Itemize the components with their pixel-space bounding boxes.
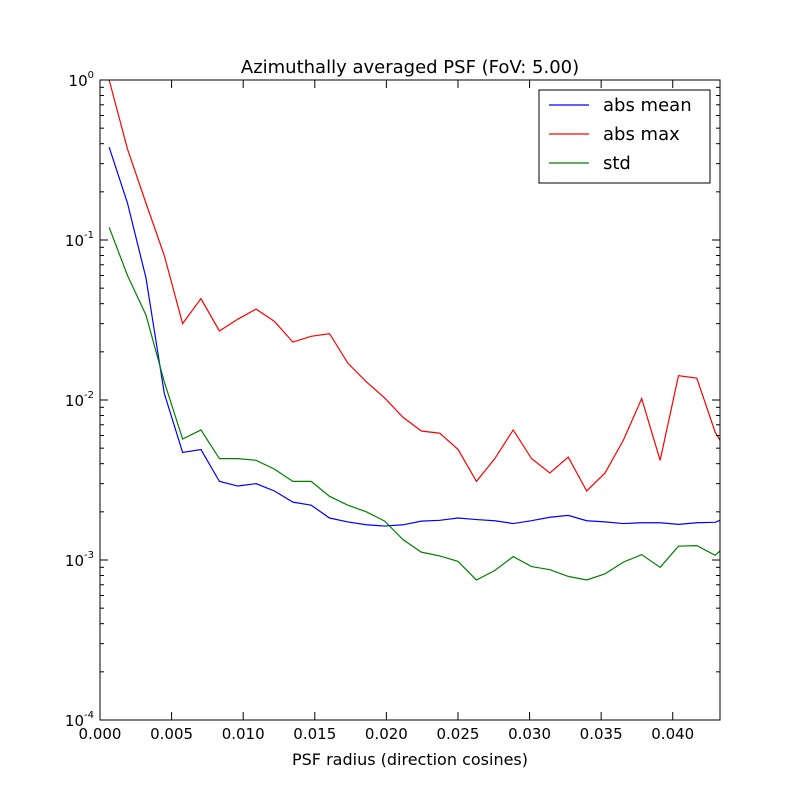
y-tick-label: 10-1 [65, 230, 94, 250]
y-tick-label: 10-4 [65, 710, 94, 730]
x-tick-label: 0.005 [150, 725, 193, 743]
plot-background [100, 80, 720, 720]
y-tick-label: 10-2 [65, 390, 94, 410]
chart-title: Azimuthally averaged PSF (FoV: 5.00) [241, 57, 579, 78]
x-tick-label: 0.025 [436, 725, 479, 743]
x-tick-label: 0.030 [508, 725, 551, 743]
legend-label: std [603, 153, 631, 174]
series-line-std [108, 227, 720, 581]
series-line-abs-mean [108, 147, 720, 527]
x-tick-label: 0.015 [293, 725, 336, 743]
x-tick-label: 0.035 [580, 725, 623, 743]
y-tick-label: 100 [69, 70, 94, 90]
x-tick-label: 0.040 [651, 725, 694, 743]
x-axis-label: PSF radius (direction cosines) [292, 750, 528, 769]
plot-frame [99, 79, 721, 721]
x-tick-label: 0.000 [79, 725, 122, 743]
series-line-abs-max [108, 80, 720, 492]
ticks-layer: 0.000 0.005 0.010 0.015 0.020 0.025 0.030 0.035… [65, 70, 720, 743]
plot-area [100, 80, 720, 720]
legend-label: abs max [603, 124, 680, 145]
y-tick-label: 10-3 [65, 550, 94, 570]
x-tick-label: 0.010 [222, 725, 265, 743]
legend-label: abs mean [603, 95, 692, 116]
x-tick-label: 0.020 [365, 725, 408, 743]
series-layer [108, 80, 720, 581]
legend: abs mean abs max std [538, 89, 711, 184]
